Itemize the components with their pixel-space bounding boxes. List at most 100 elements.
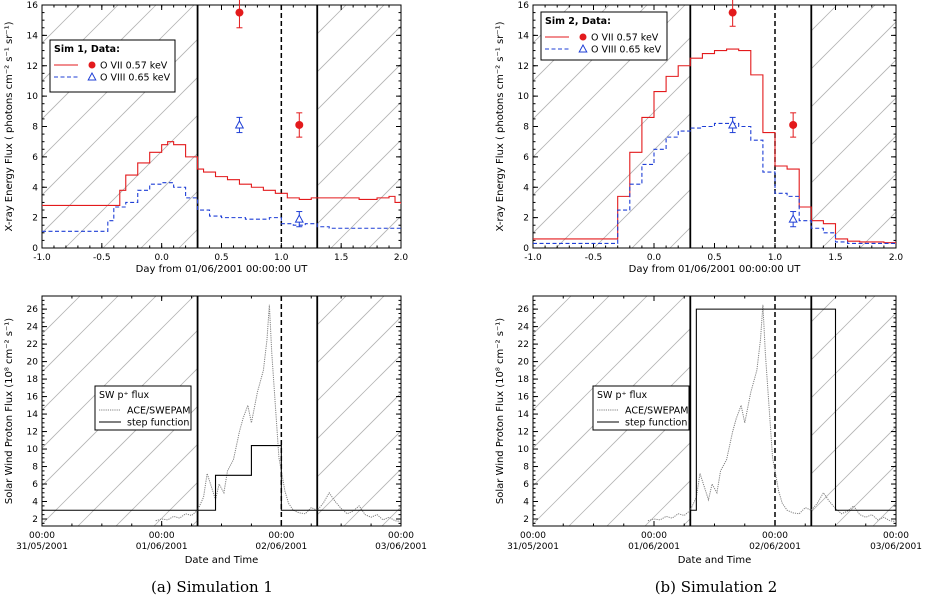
y-tick-label: 0 [523, 244, 529, 254]
x-tick-label: 02/06/2001 [255, 542, 307, 552]
x-tick-label: 02/06/2001 [749, 542, 801, 552]
x-tick-label: 31/05/2001 [507, 542, 559, 552]
y-tick-label: 24 [518, 323, 530, 333]
x-tick-label: 00:00 [29, 531, 55, 541]
series-line-o-vii-0-57-kev [42, 141, 401, 207]
hatch-line [317, 316, 401, 402]
legend-title: SW p⁺ flux [597, 390, 648, 401]
hatch-line [330, 177, 401, 248]
series-line-ace-swepam [155, 304, 401, 523]
plot-frame [532, 295, 897, 527]
hatch-line [42, 296, 119, 373]
hatch-line [317, 354, 401, 440]
y-tick-label: 2 [32, 214, 38, 224]
y-tick-label: 16 [27, 393, 39, 403]
x-axis-label: Date and Time [185, 555, 259, 566]
y-tick-label: 14 [27, 31, 39, 41]
y-tick-label: 14 [518, 410, 530, 420]
chart-sim2_proton: 00:0031/05/200100:0001/06/200100:0002/06… [495, 295, 926, 566]
hatch-line [593, 151, 691, 248]
x-tick-label: 00:00 [520, 531, 546, 541]
y-tick-label: 4 [32, 183, 38, 193]
hatch-line [317, 392, 401, 478]
hatch-line [317, 430, 401, 516]
y-tick-label: 8 [523, 123, 529, 133]
legend-marker-circle [88, 61, 96, 69]
x-axis-label: Day from 01/06/2001 00:00:00 UT [136, 264, 309, 275]
legend-box [592, 385, 690, 431]
x-tick-label: 1.5 [334, 253, 348, 263]
hatch-line [811, 59, 896, 146]
caption-a: (a) Simulation 1 [151, 578, 273, 596]
legend-title: SW p⁺ flux [99, 390, 150, 401]
hatch-line [797, 296, 926, 526]
hatch-line [153, 481, 198, 526]
series-group [533, 48, 896, 245]
hatch-line [759, 296, 926, 526]
data-point-circle [295, 120, 304, 129]
y-tick-label: 14 [518, 31, 530, 41]
x-tick-label: 1.0 [768, 253, 783, 263]
hatch-line [533, 296, 572, 335]
y-tick-label: 20 [27, 358, 39, 368]
y-tick-label: 6 [523, 153, 529, 163]
legend-marker-circle [579, 33, 587, 41]
hatch-line [811, 5, 876, 70]
x-tick-label: -0.5 [93, 253, 111, 263]
y-axis-label: X-ray Energy Flux ( photons cm⁻² s⁻¹ sr⁻… [4, 21, 15, 231]
y-tick-label: 0 [32, 244, 38, 254]
hatch-line [317, 139, 401, 225]
x-tick-label: 00:00 [641, 531, 667, 541]
legend-title: Sim 1, Data: [54, 44, 120, 55]
y-tick-label: 8 [32, 123, 38, 133]
hatch-line [42, 76, 198, 234]
series-group [42, 141, 401, 232]
hatch-line [533, 296, 648, 411]
x-tick-label: 2.0 [889, 253, 904, 263]
x-tick-label: 1.5 [828, 253, 842, 263]
x-tick-label: 00:00 [883, 531, 909, 541]
chart-sim1_proton: 00:0031/05/200100:0001/06/200100:0002/06… [4, 295, 427, 566]
hatch-line [42, 296, 195, 449]
legend-marker-triangle [578, 43, 588, 53]
hatch-line [811, 21, 896, 108]
x-tick-label: 00:00 [762, 531, 788, 541]
hatch-right [317, 296, 401, 526]
hatch-line [746, 5, 926, 248]
hatch-line [811, 388, 896, 475]
series-line-o-viii-0-65-kev [533, 122, 896, 245]
hatch-line [64, 114, 198, 248]
data-point-triangle [234, 119, 245, 129]
hatch-line [533, 296, 610, 373]
hatch-line [811, 135, 896, 222]
hatch-line [533, 37, 691, 196]
x-tick-label: 31/05/2001 [16, 542, 68, 552]
y-tick-label: 6 [32, 480, 38, 490]
hatch-line [644, 480, 691, 526]
x-tick-label: 00:00 [268, 531, 294, 541]
y-axis-label: Solar Wind Proton Flux (10⁸ cm⁻² s⁻¹) [4, 318, 15, 504]
x-tick-label: 03/06/2001 [870, 542, 922, 552]
hatch-line [821, 173, 896, 248]
y-tick-label: 4 [523, 183, 529, 193]
y-tick-label: 6 [32, 153, 38, 163]
x-axis-label: Day from 01/06/2001 00:00:00 UT [629, 264, 802, 275]
y-tick-label: 26 [27, 305, 39, 315]
caption-b: (b) Simulation 2 [655, 578, 778, 596]
legend-marker-triangle [87, 71, 97, 81]
x-axis-label: Date and Time [678, 555, 752, 566]
x-tick-label: 0.5 [214, 253, 228, 263]
hatch-line [822, 5, 926, 248]
legend-box [540, 11, 668, 61]
y-tick-label: 20 [518, 358, 530, 368]
legend-label: O VIII 0.65 keV [591, 45, 662, 56]
x-tick-label: -1.0 [524, 253, 542, 263]
y-tick-label: 2 [523, 515, 529, 525]
y-tick-label: 24 [27, 323, 39, 333]
hatch-line [343, 468, 401, 526]
y-axis-label: X-ray Energy Flux ( photons cm⁻² s⁻¹ sr⁻… [495, 21, 506, 231]
hatch-line [102, 152, 198, 248]
y-tick-label: 16 [518, 1, 530, 11]
